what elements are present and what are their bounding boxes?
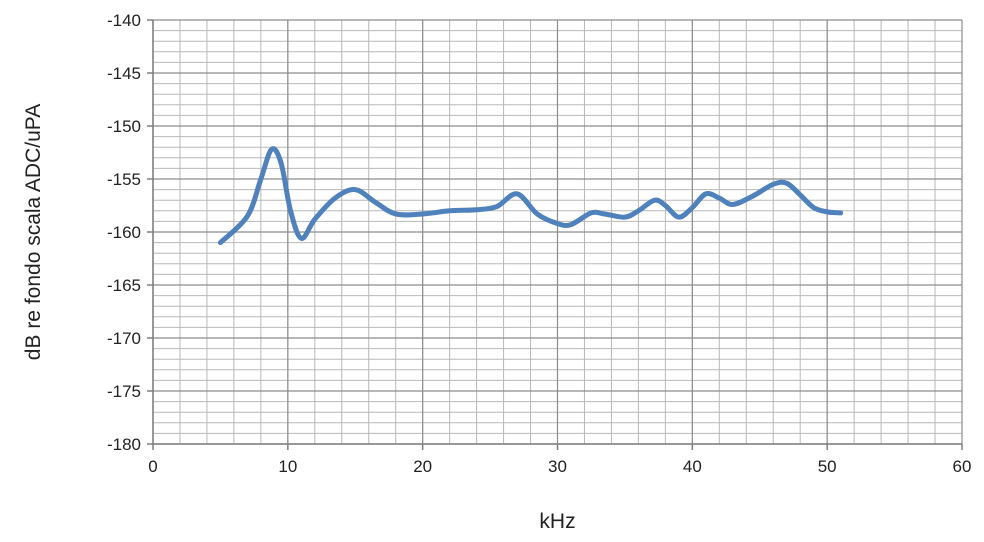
x-tick-label: 30 [548, 457, 567, 476]
x-axis-title: kHz [539, 510, 575, 533]
y-tick-label: -155 [107, 170, 141, 189]
x-tick-label: 20 [413, 457, 432, 476]
y-tick-label: -150 [107, 117, 141, 136]
axes [147, 19, 963, 450]
y-tick-label: -140 [107, 11, 141, 30]
y-tick-label: -175 [107, 382, 141, 401]
y-tick-label: -145 [107, 64, 141, 83]
y-tick-label: -180 [107, 435, 141, 454]
y-tick-label: -165 [107, 276, 141, 295]
x-tick-labels: 0 10 20 30 40 50 60 [148, 457, 971, 476]
y-axis-title: dB re fondo scala ADC/uPA [22, 104, 45, 360]
x-tick-label: 50 [818, 457, 837, 476]
y-tick-label: -170 [107, 329, 141, 348]
x-tick-label: 40 [683, 457, 702, 476]
series-group [217, 146, 844, 246]
x-tick-label: 60 [953, 457, 972, 476]
series-line-0 [217, 146, 844, 246]
y-tick-label: -160 [107, 223, 141, 242]
x-tick-label: 0 [148, 457, 157, 476]
y-tick-labels: -140 -145 -150 -155 -160 -165 -170 -175 -180 [107, 11, 141, 454]
x-tick-label: 10 [278, 457, 297, 476]
